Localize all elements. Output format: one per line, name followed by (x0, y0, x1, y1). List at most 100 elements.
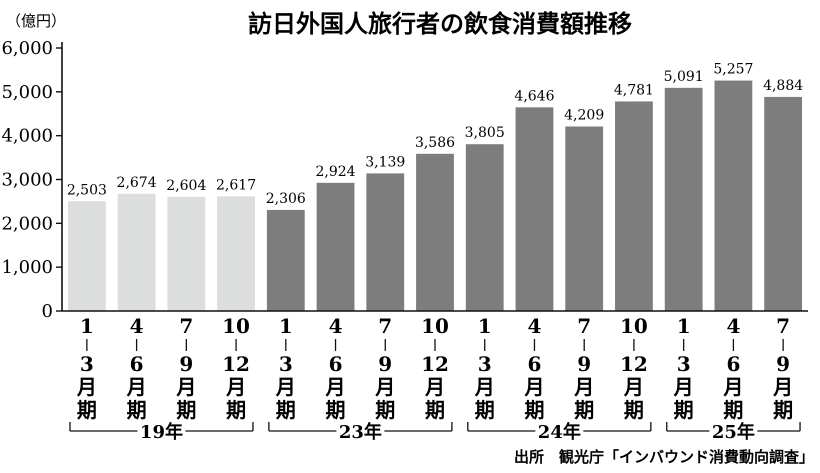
category-month-char: 月 (374, 375, 395, 399)
y-tick-label: 3,000 (1, 170, 53, 191)
y-tick-label: 1,000 (1, 257, 53, 278)
bar (266, 209, 305, 311)
category-period-char: 期 (276, 398, 296, 422)
category-period-char: 期 (624, 398, 644, 422)
category-month-char: 月 (573, 375, 594, 399)
category-start-month: 10 (421, 314, 449, 338)
bar (67, 201, 106, 311)
y-tick-label: 5,000 (1, 82, 53, 103)
category-period-char: 期 (524, 398, 544, 422)
category-start-month: 1 (279, 314, 293, 338)
data-label: 2,306 (266, 191, 306, 207)
category-end-month: 6 (329, 352, 343, 376)
category-month-char: 月 (126, 375, 147, 399)
category-end-month: 3 (677, 352, 691, 376)
category-start-month: 1 (677, 314, 691, 338)
category-period-char: 期 (77, 398, 97, 422)
data-label: 4,884 (763, 78, 803, 94)
category-period-char: 期 (773, 398, 793, 422)
data-label: 4,646 (514, 88, 554, 104)
data-label: 5,257 (713, 62, 753, 78)
bar (764, 96, 803, 311)
category-start-month: 10 (620, 314, 648, 338)
category-end-month: 6 (528, 352, 542, 376)
bar (366, 173, 405, 311)
chart-title: 訪日外国人旅行者の飲食消費額推移 (248, 10, 632, 38)
category-period-char: 期 (176, 398, 196, 422)
category-end-month: 9 (179, 352, 193, 376)
category-start-month: 7 (179, 314, 193, 338)
y-tick-label: 2,000 (1, 213, 53, 234)
category-month-char: 月 (523, 375, 544, 399)
category-start-month: 10 (222, 314, 250, 338)
data-label: 2,924 (315, 164, 355, 180)
bar (664, 87, 703, 311)
category-start-month: 4 (726, 314, 740, 338)
data-label: 3,805 (465, 125, 505, 141)
year-group-label: 19年 (140, 421, 183, 443)
bar (316, 182, 355, 311)
source-note: 出所 観光庁「インバウンド消費動向調査」 (514, 448, 814, 466)
category-month-char: 月 (772, 375, 793, 399)
bar (615, 101, 653, 311)
category-month-char: 月 (76, 375, 97, 399)
category-start-month: 7 (776, 314, 790, 338)
category-end-month: 9 (776, 352, 790, 376)
y-tick-label: 6,000 (1, 38, 53, 59)
category-period-char: 期 (574, 398, 594, 422)
category-month-char: 月 (325, 375, 346, 399)
category-end-month: 12 (222, 352, 250, 376)
data-label: 5,091 (664, 69, 704, 85)
category-end-month: 9 (577, 352, 591, 376)
category-month-char: 月 (474, 375, 495, 399)
category-month-char: 月 (673, 375, 694, 399)
category-month-char: 月 (722, 375, 743, 399)
data-label: 2,617 (216, 177, 256, 193)
year-group-label: 24年 (538, 421, 581, 443)
bar (167, 196, 206, 311)
category-end-month: 6 (130, 352, 144, 376)
category-period-char: 期 (425, 398, 445, 422)
y-axis-unit: （億円） (6, 12, 66, 30)
category-end-month: 6 (726, 352, 740, 376)
category-month-char: 月 (275, 375, 296, 399)
category-start-month: 7 (577, 314, 591, 338)
axis-layer: 01,0002,0003,0004,0005,0006,00013月期46月期7… (1, 38, 808, 443)
category-start-month: 4 (329, 314, 343, 338)
category-start-month: 1 (478, 314, 492, 338)
bar (416, 153, 454, 311)
data-label: 3,139 (365, 154, 405, 170)
y-tick-label: 4,000 (1, 126, 53, 147)
category-end-month: 12 (421, 352, 449, 376)
bar (515, 107, 554, 311)
bar (714, 80, 753, 311)
data-label: 2,503 (67, 182, 107, 198)
bar (465, 144, 504, 311)
data-label: 4,209 (564, 108, 604, 124)
category-period-char: 期 (226, 398, 246, 422)
category-month-char: 月 (175, 375, 196, 399)
category-period-char: 期 (674, 398, 694, 422)
year-group-label: 25年 (712, 421, 755, 443)
bar (217, 196, 255, 311)
category-period-char: 期 (475, 398, 495, 422)
bars-layer: 2,503 2,674 2,604 2,617 2,306 2,924 3,139 3,586… (67, 62, 803, 312)
data-label: 2,674 (117, 175, 157, 191)
category-period-char: 期 (723, 398, 743, 422)
category-start-month: 7 (378, 314, 392, 338)
category-end-month: 3 (478, 352, 492, 376)
category-start-month: 4 (528, 314, 542, 338)
data-label: 3,586 (415, 135, 455, 151)
category-start-month: 4 (130, 314, 144, 338)
category-start-month: 1 (80, 314, 94, 338)
category-end-month: 12 (620, 352, 648, 376)
category-period-char: 期 (127, 398, 147, 422)
y-tick-label: 0 (42, 301, 53, 322)
year-group-label: 23年 (339, 421, 382, 443)
category-period-char: 期 (375, 398, 395, 422)
bar (117, 193, 156, 311)
category-month-char: 月 (225, 375, 246, 399)
category-end-month: 3 (279, 352, 293, 376)
